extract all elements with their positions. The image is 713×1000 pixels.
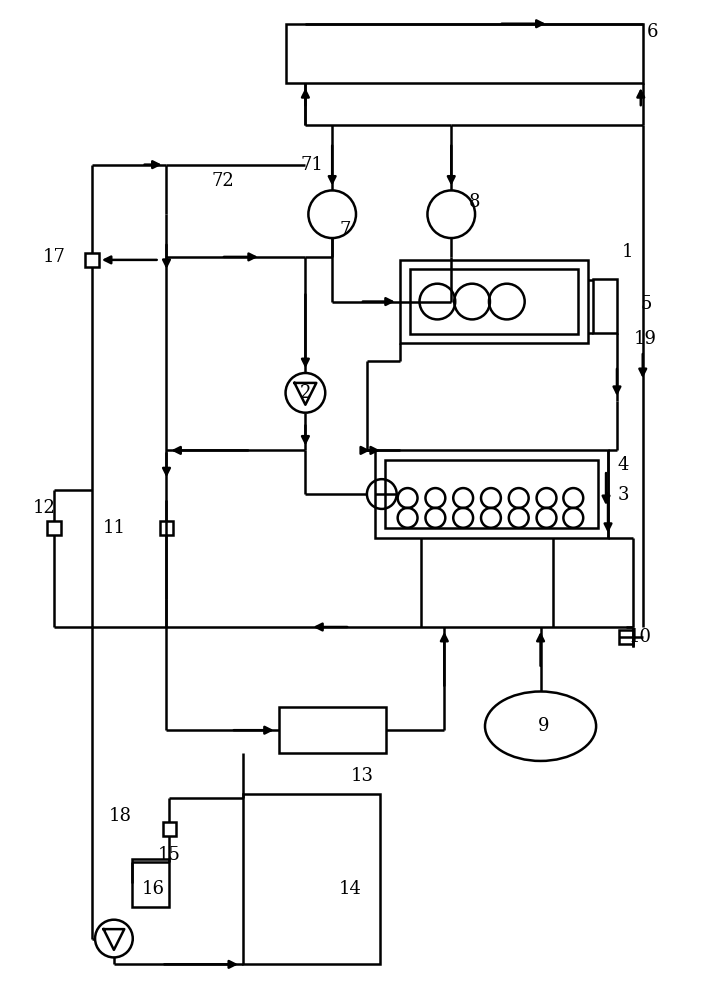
Text: 72: 72 [212, 172, 235, 190]
Text: 1: 1 [622, 243, 634, 261]
Text: 71: 71 [301, 156, 324, 174]
Bar [163, 822, 176, 836]
Text: 10: 10 [628, 628, 651, 646]
Bar [409, 269, 578, 334]
Text: 19: 19 [635, 330, 657, 348]
Bar [593, 279, 617, 333]
Text: 11: 11 [103, 519, 125, 537]
Text: 13: 13 [351, 767, 374, 785]
Text: 16: 16 [142, 880, 165, 898]
Text: 9: 9 [538, 717, 549, 735]
Text: 6: 6 [647, 23, 658, 41]
Text: 15: 15 [158, 846, 181, 864]
Text: 14: 14 [339, 880, 361, 898]
Text: 17: 17 [43, 248, 66, 266]
Bar [132, 859, 170, 907]
Bar [375, 450, 608, 538]
Text: 18: 18 [108, 807, 131, 825]
Text: 2: 2 [299, 384, 311, 402]
Bar [279, 707, 386, 753]
Bar [286, 24, 642, 83]
Bar [400, 260, 588, 343]
Text: 7: 7 [339, 221, 351, 239]
Text: 5: 5 [640, 295, 652, 313]
Text: 4: 4 [617, 456, 629, 474]
Bar [48, 521, 61, 535]
Bar [85, 253, 99, 267]
Bar [385, 460, 598, 528]
Text: 8: 8 [468, 193, 480, 211]
Bar [619, 630, 633, 644]
Text: 3: 3 [617, 486, 629, 504]
Bar [160, 521, 173, 535]
Text: 12: 12 [33, 499, 56, 517]
Bar [243, 794, 380, 964]
